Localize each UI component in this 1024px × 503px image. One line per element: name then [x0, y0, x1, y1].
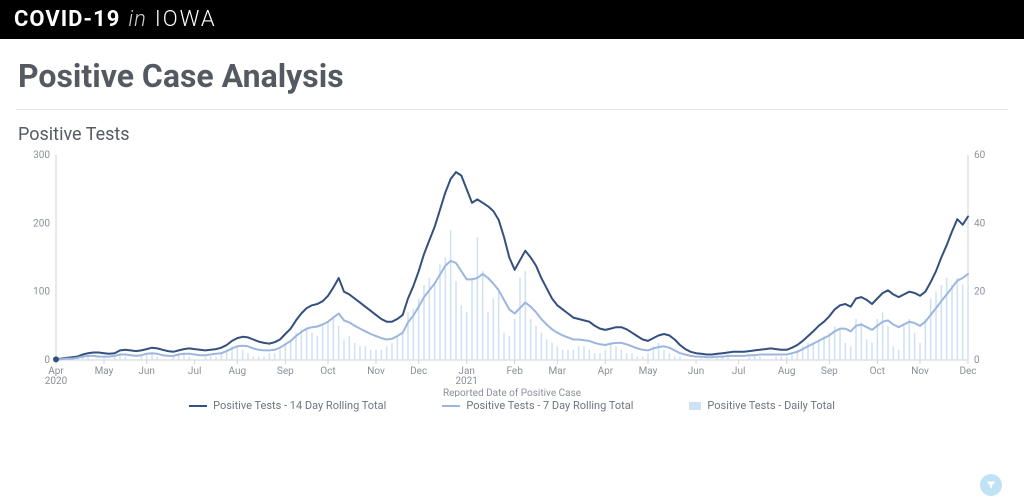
- svg-text:200: 200: [33, 218, 50, 229]
- svg-text:Jul: Jul: [188, 366, 201, 377]
- legend-label: Positive Tests - 14 Day Rolling Total: [213, 399, 386, 412]
- svg-text:2021: 2021: [455, 376, 477, 387]
- svg-text:May: May: [639, 366, 658, 377]
- svg-text:Feb: Feb: [506, 366, 523, 377]
- brand-strong: COVID-19: [14, 7, 120, 32]
- svg-text:20: 20: [974, 287, 986, 298]
- svg-text:Sep: Sep: [277, 366, 294, 377]
- svg-text:Nov: Nov: [911, 366, 929, 377]
- legend-swatch: [189, 405, 207, 407]
- chart-svg: 0 100 200 300 0 20 40 60 Apr 2020 May Jun Jul Aug Sep O…: [16, 147, 1008, 397]
- svg-text:Nov: Nov: [367, 366, 385, 377]
- svg-text:Dec: Dec: [959, 366, 976, 377]
- svg-text:May: May: [95, 366, 114, 377]
- legend-label: Positive Tests - Daily Total: [707, 399, 835, 412]
- svg-text:Aug: Aug: [778, 366, 796, 377]
- svg-text:Mar: Mar: [549, 366, 567, 377]
- svg-text:60: 60: [974, 150, 986, 161]
- legend-swatch: [442, 405, 460, 407]
- svg-text:Jun: Jun: [138, 366, 155, 377]
- svg-text:300: 300: [33, 150, 50, 161]
- svg-text:Sep: Sep: [821, 366, 838, 377]
- svg-text:Reported Date of Positive Case: Reported Date of Positive Case: [443, 387, 581, 397]
- svg-text:Jul: Jul: [732, 366, 745, 377]
- brand-in: in: [128, 7, 147, 32]
- positive-tests-chart: 0 100 200 300 0 20 40 60 Apr 2020 May Jun Jul Aug Sep O…: [16, 147, 1008, 397]
- svg-text:40: 40: [974, 218, 986, 229]
- legend-swatch: [689, 402, 701, 410]
- svg-text:0: 0: [44, 355, 50, 366]
- page-title: Positive Case Analysis: [18, 57, 1024, 95]
- svg-text:Dec: Dec: [410, 366, 427, 377]
- svg-text:Apr: Apr: [598, 366, 614, 377]
- site-header: COVID-19 in IOWA: [0, 0, 1024, 39]
- legend-label: Positive Tests - 7 Day Rolling Total: [466, 399, 633, 412]
- legend-item[interactable]: Positive Tests - 14 Day Rolling Total: [189, 399, 386, 412]
- svg-text:Aug: Aug: [229, 366, 247, 377]
- filter-button[interactable]: [980, 474, 1002, 496]
- legend-item[interactable]: Positive Tests - Daily Total: [689, 399, 835, 412]
- svg-text:Oct: Oct: [870, 366, 885, 377]
- svg-text:0: 0: [974, 355, 980, 366]
- chart-legend: Positive Tests - 14 Day Rolling Total Pos…: [0, 399, 1024, 412]
- svg-text:Jun: Jun: [688, 366, 705, 377]
- legend-item[interactable]: Positive Tests - 7 Day Rolling Total: [442, 399, 633, 412]
- brand-state: IOWA: [155, 7, 217, 32]
- svg-text:100: 100: [33, 287, 50, 298]
- svg-text:2020: 2020: [45, 376, 68, 387]
- section-divider: [16, 109, 1008, 110]
- chart-title: Positive Tests: [18, 124, 1024, 145]
- svg-text:Oct: Oct: [320, 366, 335, 377]
- filter-icon: [985, 479, 997, 491]
